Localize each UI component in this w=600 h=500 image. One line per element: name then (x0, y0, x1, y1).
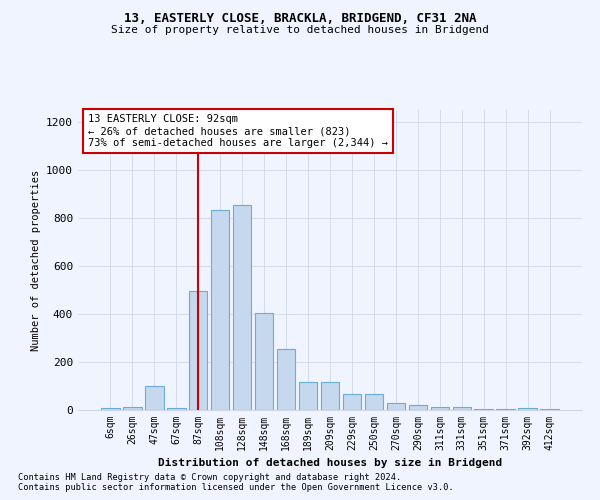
Text: Size of property relative to detached houses in Bridgend: Size of property relative to detached ho… (111, 25, 489, 35)
Text: 13 EASTERLY CLOSE: 92sqm
← 26% of detached houses are smaller (823)
73% of semi-: 13 EASTERLY CLOSE: 92sqm ← 26% of detach… (88, 114, 388, 148)
Bar (123, 407, 142, 410)
Bar (167, 408, 185, 410)
Bar (452, 407, 471, 410)
Text: Contains public sector information licensed under the Open Government Licence v3: Contains public sector information licen… (18, 484, 454, 492)
Bar (409, 405, 427, 410)
Bar (101, 408, 119, 410)
Bar (320, 382, 340, 410)
Bar (386, 403, 405, 410)
Bar (431, 407, 449, 410)
X-axis label: Distribution of detached houses by size in Bridgend: Distribution of detached houses by size … (158, 458, 502, 468)
Bar (541, 409, 559, 410)
Bar (343, 394, 361, 410)
Bar (475, 409, 493, 410)
Bar (518, 408, 537, 410)
Bar (255, 313, 274, 410)
Bar (365, 394, 383, 410)
Bar (189, 291, 208, 410)
Text: Contains HM Land Registry data © Crown copyright and database right 2024.: Contains HM Land Registry data © Crown c… (18, 472, 401, 482)
Bar (211, 210, 229, 410)
Bar (145, 386, 164, 410)
Bar (496, 409, 515, 410)
Bar (277, 349, 295, 410)
Y-axis label: Number of detached properties: Number of detached properties (31, 170, 41, 350)
Bar (299, 382, 317, 410)
Bar (233, 205, 251, 410)
Text: 13, EASTERLY CLOSE, BRACKLA, BRIDGEND, CF31 2NA: 13, EASTERLY CLOSE, BRACKLA, BRIDGEND, C… (124, 12, 476, 26)
